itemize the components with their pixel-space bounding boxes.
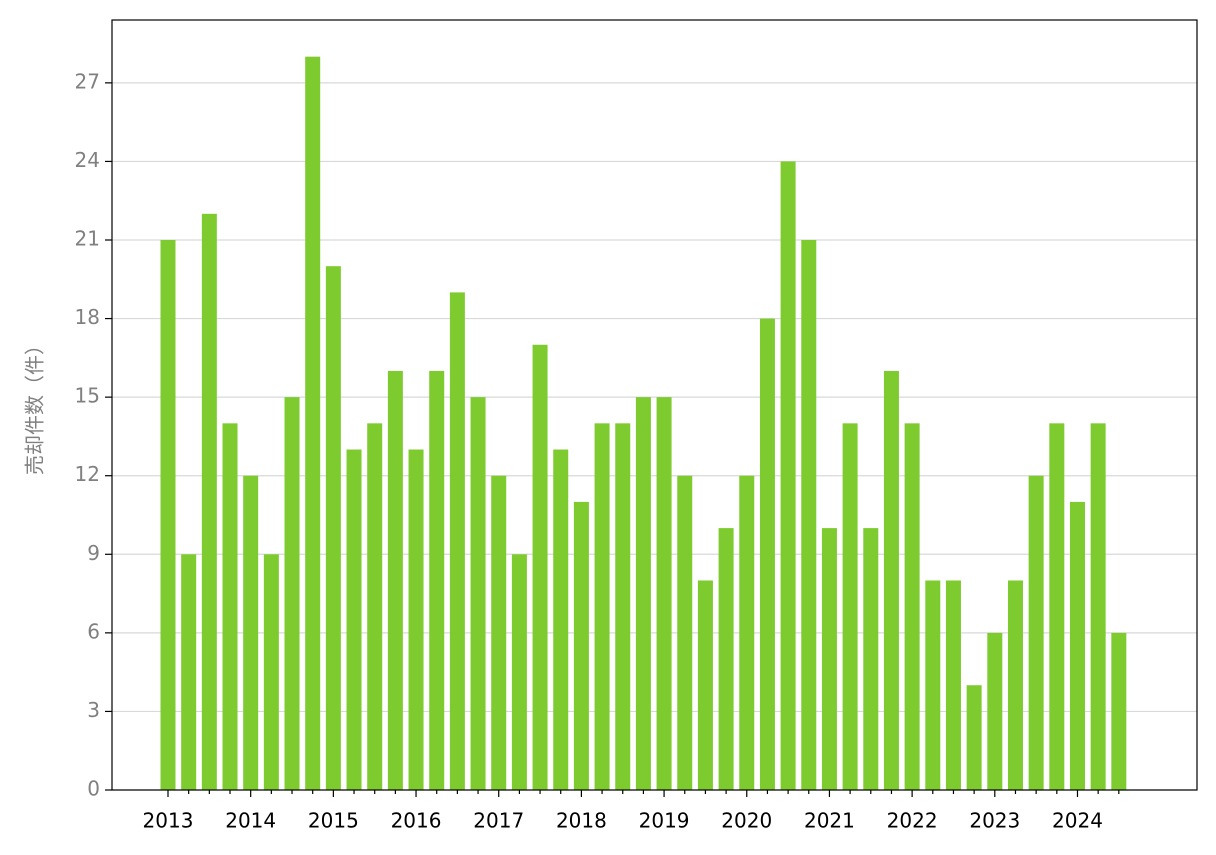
bar [1111,632,1127,790]
x-tick-label: 2021 [804,809,855,833]
bar [1090,423,1106,790]
x-tick-label: 2014 [225,809,276,833]
x-tick-label: 2018 [556,809,607,833]
bar [429,370,445,790]
bar [759,318,775,790]
bar [1049,423,1065,790]
bar [346,449,362,790]
bar [1007,580,1023,790]
y-tick-label: 27 [75,69,100,93]
bar [553,449,569,790]
plot-frame [111,19,1198,791]
bar [222,423,238,790]
x-tick-label: 2023 [969,809,1020,833]
bar [677,475,693,790]
x-tick-label: 2019 [639,809,690,833]
bar [904,423,920,790]
bar [181,554,197,790]
bar [945,580,961,790]
bar [697,580,713,790]
y-axis-label: 売却件数（件） [23,335,47,475]
bar [284,397,300,790]
bar [387,370,403,790]
bar [842,423,858,790]
y-tick-label: 9 [87,541,100,565]
bar [511,554,527,790]
y-tick-label: 18 [75,305,100,329]
x-tick-label: 2022 [887,809,938,833]
bar [532,344,548,790]
y-tick-label: 21 [75,227,100,251]
x-tick-label: 2016 [391,809,442,833]
bar [367,423,383,790]
bar [408,449,424,790]
y-tick-label: 15 [75,384,100,408]
bar [966,685,982,790]
bar [987,632,1003,790]
x-tick-label: 2017 [473,809,524,833]
bar [573,501,589,790]
bar [243,475,259,790]
y-tick-label: 3 [87,698,100,722]
bar [739,475,755,790]
bar [925,580,941,790]
bar [594,423,610,790]
bar [635,397,651,790]
bar [801,240,817,790]
x-tick-label: 2020 [721,809,772,833]
bar [718,528,734,790]
bar [449,292,465,790]
x-tick-label: 2015 [308,809,359,833]
bar [263,554,279,790]
bar [883,370,899,790]
bar [470,397,486,790]
y-tick-label: 6 [87,619,100,643]
bar [160,240,176,790]
bar [821,528,837,790]
bar [615,423,631,790]
y-tick-label: 0 [87,777,100,801]
y-tick-label: 24 [75,148,100,172]
bar [305,56,321,790]
x-tick-label: 2013 [143,809,194,833]
bar [863,528,879,790]
bar [1028,475,1044,790]
bar [491,475,507,790]
bar [1069,501,1085,790]
bar [656,397,672,790]
bar [325,266,341,790]
y-tick-label: 12 [75,462,100,486]
x-tick-label: 2024 [1052,809,1103,833]
bar [780,161,796,790]
bar [201,213,217,791]
